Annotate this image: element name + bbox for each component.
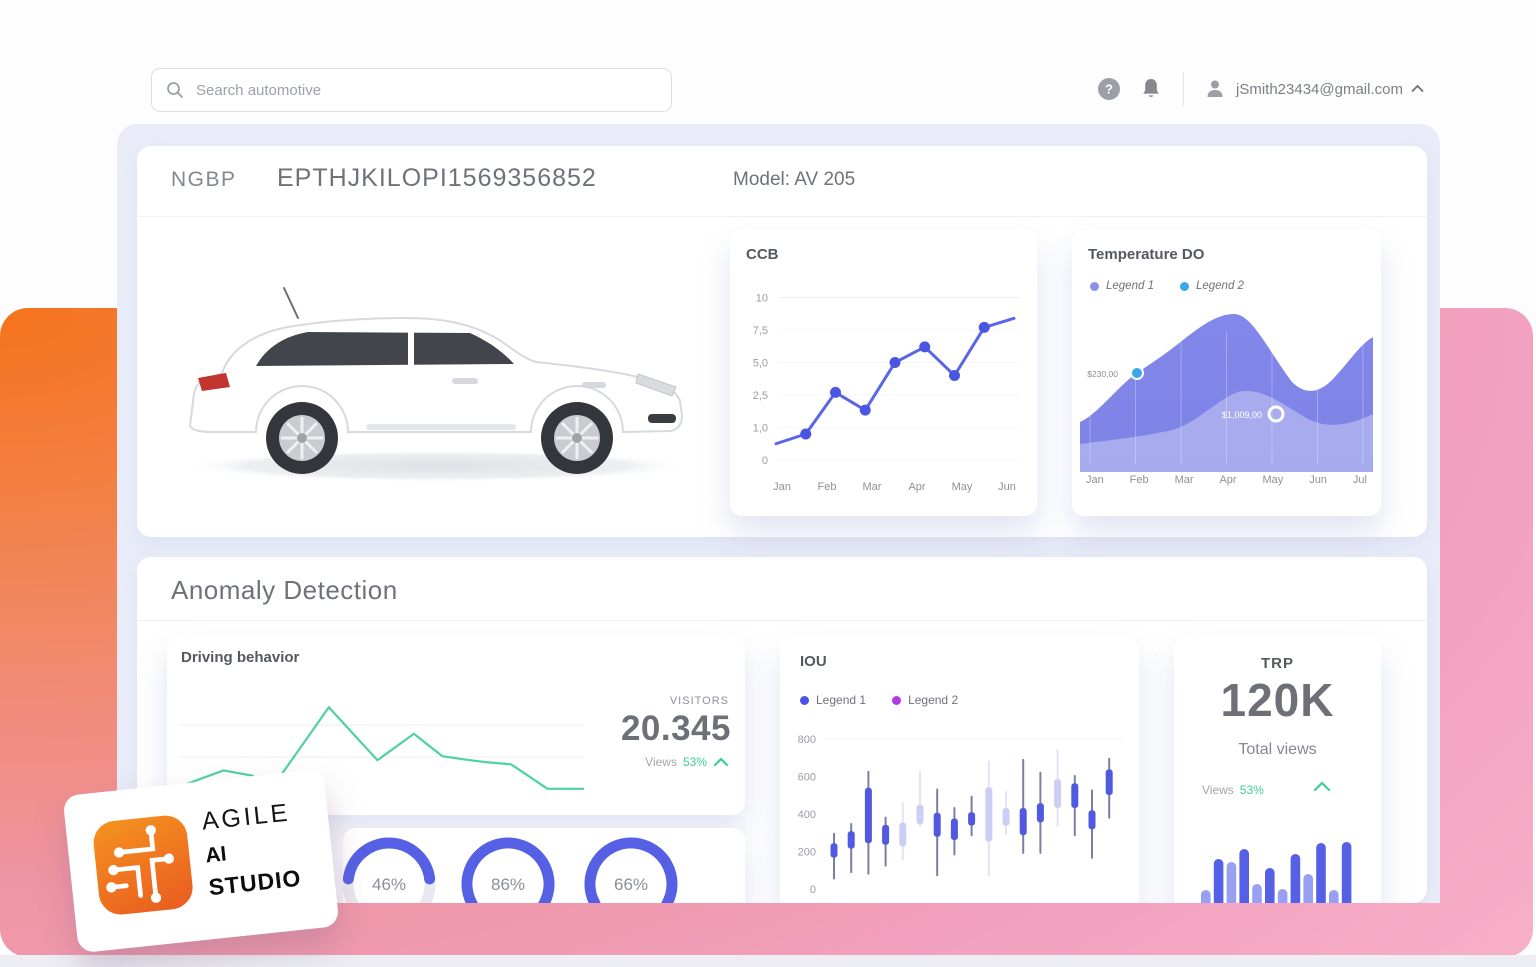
trp-views-trend: Views 53% <box>1202 783 1264 797</box>
front-wheel <box>541 402 613 474</box>
visitors-label: VISITORS <box>669 695 729 707</box>
temperature-x-label: Apr <box>1219 474 1237 486</box>
bell-icon[interactable] <box>1138 76 1164 102</box>
svg-text:800: 800 <box>798 734 816 746</box>
user-menu[interactable]: jSmith23434@gmail.com <box>1202 76 1424 102</box>
iou-chart-card: IOU Legend 1 Legend 2 800 600 400 200 0 <box>780 637 1139 903</box>
vehicle-card: NGBP EPTHJKILOPI1569356852 Model: AV 205 <box>137 146 1427 537</box>
temperature-annotation-2: $1,009,00 <box>1222 410 1262 420</box>
trend-up-icon <box>713 757 729 767</box>
svg-text:46%: 46% <box>372 875 406 894</box>
gauges-card: 46% 86% 66% <box>343 828 745 903</box>
temperature-chart-card: Temperature DO Legend 1 Legend 2 <box>1072 230 1381 516</box>
iou-title: IOU <box>800 653 827 670</box>
temperature-x-label: Feb <box>1129 474 1149 486</box>
svg-text:Apr: Apr <box>908 481 925 493</box>
driving-title: Driving behavior <box>181 649 300 666</box>
svg-text:200: 200 <box>798 847 816 859</box>
trp-metric-value: 120K <box>1220 674 1335 726</box>
user-email: jSmith23434@gmail.com <box>1236 80 1403 98</box>
section-divider <box>137 620 1427 621</box>
svg-text:?: ? <box>1105 82 1113 97</box>
legend-dot <box>1179 281 1189 291</box>
svg-text:10: 10 <box>756 293 768 305</box>
badge-line2: AI <box>204 842 228 868</box>
svg-text:86%: 86% <box>491 875 525 894</box>
temperature-x-label: Jun <box>1309 474 1327 486</box>
svg-text:0: 0 <box>762 455 768 467</box>
svg-text:1,0: 1,0 <box>753 423 768 435</box>
svg-text:66%: 66% <box>614 875 648 894</box>
temperature-area-chart: $230,00 $1,009,00 <box>1080 314 1373 472</box>
vehicle-code: EPTHJKILOPI1569356852 <box>277 164 597 192</box>
trp-title: TRP <box>1261 655 1294 672</box>
svg-text:5,0: 5,0 <box>753 358 768 370</box>
svg-text:2,5: 2,5 <box>753 390 768 402</box>
ccb-chart-card: CCB 0 1,0 2,5 5,0 7,5 10 Jan Feb Mar Apr May Jun <box>730 230 1037 516</box>
agile-logo-icon <box>91 813 195 917</box>
vehicle-image <box>182 287 692 482</box>
help-icon[interactable]: ? <box>1096 76 1122 102</box>
dashboard-window: NGBP EPTHJKILOPI1569356852 Model: AV 205 <box>117 124 1440 903</box>
svg-text:Feb: Feb <box>818 481 837 493</box>
temperature-x-label: May <box>1262 474 1284 486</box>
legend-dot <box>800 695 809 705</box>
badge-line3: STUDIO <box>207 864 303 901</box>
svg-text:600: 600 <box>798 772 816 784</box>
background-bottom-strip <box>0 955 1536 967</box>
vehicle-model: Model: AV 205 <box>733 169 856 190</box>
svg-text:Jun: Jun <box>998 481 1016 493</box>
anomaly-detection-card: Anomaly Detection Driving behavior VISIT… <box>137 557 1427 903</box>
badge-line1: AGILE <box>200 798 292 836</box>
temperature-x-label: Jan <box>1086 474 1104 486</box>
svg-text:400: 400 <box>798 809 816 821</box>
vehicle-brand: NGBP <box>171 168 237 191</box>
section-title: Anomaly Detection <box>171 575 398 605</box>
temperature-x-axis: Jan Feb Mar Apr May Jun Jul <box>1086 474 1367 486</box>
svg-text:0: 0 <box>810 884 816 896</box>
trp-card: TRP 120K Total views Views 53% <box>1174 637 1381 903</box>
svg-text:May: May <box>952 481 973 493</box>
gauge-donuts: 46% 86% 66% <box>343 837 678 903</box>
agile-ai-studio-badge: AGILE AI STUDIO <box>62 768 340 954</box>
legend-dot <box>1090 281 1099 291</box>
search-bar[interactable] <box>151 68 672 112</box>
views-trend: Views 53% <box>645 755 729 769</box>
iou-candlestick-chart: 800 600 400 200 0 <box>798 734 1122 896</box>
user-avatar-icon <box>1202 76 1228 102</box>
svg-text:7,5: 7,5 <box>753 325 768 337</box>
svg-text:Mar: Mar <box>863 481 882 493</box>
agile-badge-text: AGILE AI STUDIO <box>200 798 302 901</box>
ccb-title: CCB <box>746 246 779 263</box>
ccb-line-chart: 0 1,0 2,5 5,0 7,5 10 Jan Feb Mar Apr May Jun <box>753 293 1020 493</box>
topbar-divider <box>1183 72 1184 106</box>
temperature-x-label: Mar <box>1174 474 1194 486</box>
trp-metric-label: Total views <box>1238 741 1317 758</box>
chevron-up-icon <box>1411 80 1424 98</box>
svg-text:Jan: Jan <box>773 481 791 493</box>
header-divider <box>137 216 1427 217</box>
temperature-x-label: Jul <box>1352 474 1367 486</box>
temperature-title: Temperature DO <box>1088 246 1205 263</box>
temperature-annotation-1: $230,00 <box>1087 369 1118 379</box>
visitors-value: 20.345 <box>620 709 731 748</box>
temperature-marker-ring <box>1267 405 1285 423</box>
search-input[interactable] <box>194 80 671 100</box>
iou-legend: Legend 1 Legend 2 <box>800 693 958 707</box>
temperature-legend: Legend 1 Legend 2 <box>1090 280 1244 292</box>
rear-wheel <box>266 402 338 474</box>
trend-up-icon <box>1313 781 1331 792</box>
trp-bar-chart <box>1201 842 1352 903</box>
search-icon <box>162 77 188 103</box>
temperature-marker-dot <box>1130 366 1144 380</box>
legend-dot <box>892 695 902 705</box>
